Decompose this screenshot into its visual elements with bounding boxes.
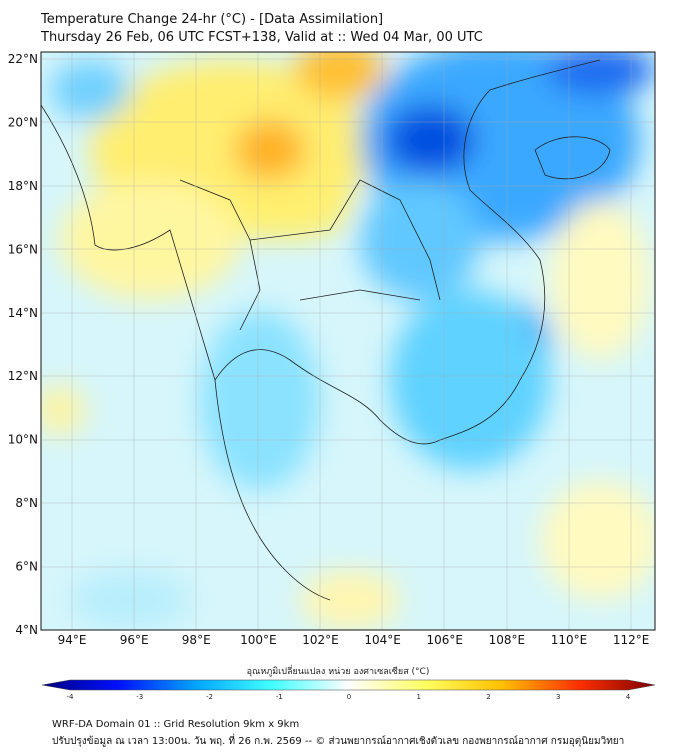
colorbar-ticks: -4 -3 -2 -1 0 1 2 3 4	[67, 693, 631, 701]
latitude-label: 10°N	[8, 433, 38, 447]
longitude-label: 94°E	[58, 633, 87, 647]
colorbar-tick-label: 4	[626, 693, 631, 701]
gridlines	[41, 52, 655, 630]
colorbar-tick-label: -4	[67, 693, 75, 701]
latitude-label: 12°N	[8, 369, 38, 383]
colorbar-tick-label: 0	[347, 693, 351, 701]
colorbar-title: อุณหภูมิเปลี่ยนแปลง หน่วย องศาเซลเซียส (…	[246, 667, 430, 677]
longitude-labels: 94°E 96°E 98°E 100°E 102°E 104°E 106°E 108°E 110…	[58, 633, 650, 647]
latitude-label: 8°N	[15, 496, 38, 510]
colorbar-bar	[41, 679, 656, 691]
longitude-label: 100°E	[240, 633, 277, 647]
coastlines	[41, 59, 611, 601]
colorbar-tick-label: -3	[136, 693, 143, 701]
footer-update-info: ปรับปรุงข้อมูล ณ เวลา 13:00น. วัน พฤ. ที…	[52, 736, 625, 747]
longitude-label: 108°E	[489, 633, 526, 647]
colorbar-tick-label: 2	[486, 693, 490, 701]
latitude-label: 16°N	[8, 242, 38, 256]
colorbar-tick-label: -2	[206, 693, 213, 701]
colorbar: -4 -3 -2 -1 0 1 2 3 4	[41, 679, 656, 701]
longitude-label: 102°E	[302, 633, 339, 647]
latitude-label: 6°N	[15, 560, 38, 574]
latitude-label: 22°N	[8, 52, 38, 66]
map-frame	[40, 51, 656, 631]
longitude-label: 104°E	[364, 633, 401, 647]
longitude-label: 110°E	[551, 633, 588, 647]
longitude-label: 112°E	[613, 633, 650, 647]
latitude-label: 18°N	[8, 179, 38, 193]
longitude-label: 106°E	[426, 633, 463, 647]
map-subtitle: Thursday 26 Feb, 06 UTC FCST+138, Valid …	[41, 30, 483, 45]
latitude-label: 20°N	[8, 115, 38, 129]
longitude-label: 98°E	[182, 633, 211, 647]
colorbar-tick-label: 1	[417, 693, 421, 701]
map-title: Temperature Change 24-hr (°C) - [Data As…	[41, 12, 384, 27]
latitude-label: 4°N	[15, 623, 38, 637]
field-layer	[41, 52, 655, 630]
longitude-label: 96°E	[120, 633, 149, 647]
latitude-label: 14°N	[8, 306, 38, 320]
footer-model-info: WRF-DA Domain 01 :: Grid Resolution 9km …	[52, 719, 300, 730]
latitude-labels: 22°N 20°N 18°N 16°N 14°N 12°N 10°N 8°N 6°N 4°N	[8, 52, 38, 637]
colorbar-tick-label: -1	[276, 693, 283, 701]
colorbar-tick-label: 3	[556, 693, 560, 701]
